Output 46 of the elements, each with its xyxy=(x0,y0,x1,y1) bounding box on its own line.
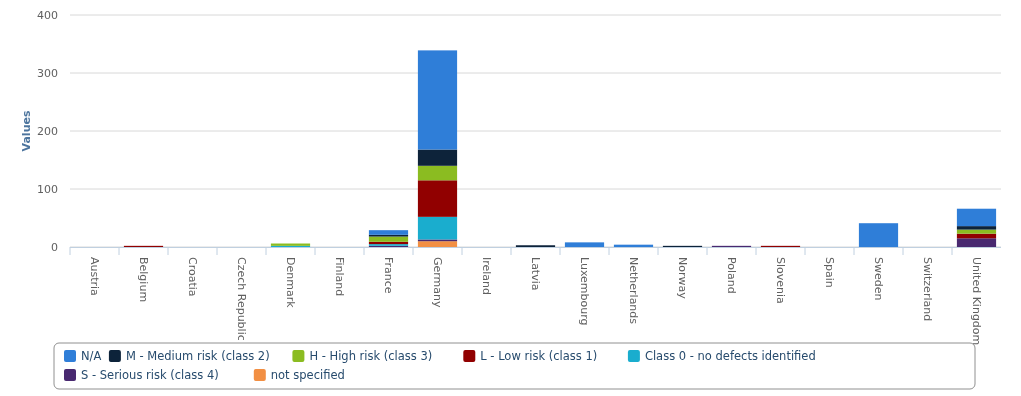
x-tick-label: Latvia xyxy=(528,257,542,291)
x-tick-label: Spain xyxy=(822,257,836,288)
legend-label: N/A xyxy=(81,349,102,363)
legend-label: L - Low risk (class 1) xyxy=(480,349,598,363)
x-tick-label: Poland xyxy=(724,257,738,294)
x-tick-label: Slovenia xyxy=(773,257,787,304)
bar xyxy=(956,208,997,227)
bar xyxy=(417,241,458,247)
x-tick-label: Czech Republic xyxy=(234,257,248,341)
x-tick-label: Belgium xyxy=(136,257,150,303)
y-tick-label: 100 xyxy=(37,183,58,196)
bar xyxy=(417,149,458,166)
x-tick-label: Norway xyxy=(675,257,689,300)
legend-label: S - Serious risk (class 4) xyxy=(81,368,219,382)
bar xyxy=(368,236,409,242)
bar xyxy=(956,226,997,230)
bar xyxy=(956,238,997,247)
legend-label: M - Medium risk (class 2) xyxy=(125,349,270,363)
bar xyxy=(368,230,409,235)
x-tick-label: Austria xyxy=(87,257,101,296)
bar xyxy=(417,216,458,240)
legend-label: H - High risk (class 3) xyxy=(309,349,433,363)
bar xyxy=(417,180,458,217)
x-tick-label: Denmark xyxy=(283,257,297,309)
bar xyxy=(858,223,899,247)
legend-label: Class 0 - no defects identified xyxy=(644,349,816,363)
x-tick-label: Germany xyxy=(430,257,444,309)
bar xyxy=(417,165,458,181)
y-tick-label: 200 xyxy=(37,125,58,138)
x-tick-label: France xyxy=(381,257,395,294)
y-tick-label: 400 xyxy=(37,9,58,22)
x-tick-label: Netherlands xyxy=(626,257,640,325)
bar xyxy=(417,50,458,150)
legend-label: not specified xyxy=(270,368,345,382)
bar xyxy=(956,229,997,234)
x-tick-label: Switzerland xyxy=(920,257,934,322)
x-tick-label: Sweden xyxy=(871,257,885,301)
bar xyxy=(564,242,605,247)
x-tick-label: Luxembourg xyxy=(577,257,591,326)
x-tick-label: Ireland xyxy=(479,257,493,296)
x-tick-label: Finland xyxy=(332,257,346,297)
x-tick-label: United Kingdom xyxy=(969,257,983,346)
y-axis-title: Values xyxy=(20,110,33,152)
y-tick-label: 0 xyxy=(51,241,58,254)
y-tick-label: 300 xyxy=(37,67,58,80)
x-tick-label: Croatia xyxy=(185,257,199,297)
